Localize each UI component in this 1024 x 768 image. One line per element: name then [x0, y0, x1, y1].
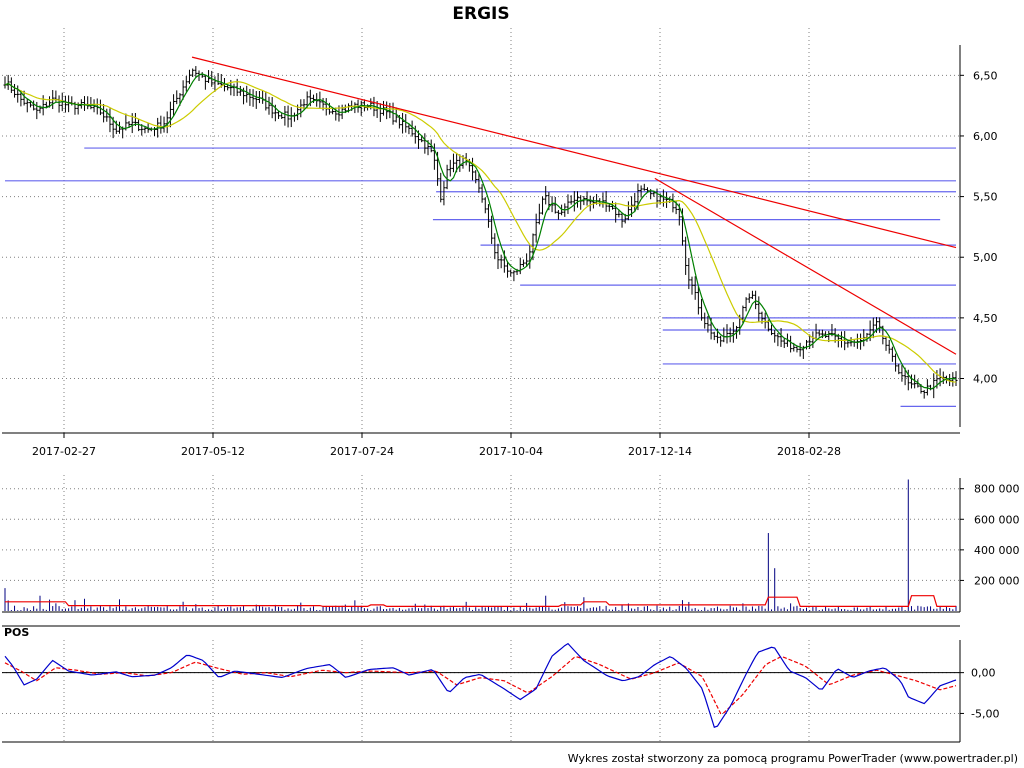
price-x-tick-label: 2017-02-27 [32, 445, 96, 458]
price-x-tick-label: 2017-12-14 [628, 445, 692, 458]
trend-line [191, 56, 957, 249]
price-x-tick-label: 2017-07-24 [330, 445, 394, 458]
price-x-tick-label: 2017-05-12 [181, 445, 245, 458]
price-x-tick-label: 2018-02-28 [777, 445, 841, 458]
pos-y-tick-label: -5,00 [971, 707, 999, 720]
volume-ma-line [5, 595, 956, 607]
pos-panel: POS 0,00 -5,00 [2, 625, 999, 743]
volume-y-tick-label: 800 000 [974, 483, 1020, 496]
price-y-tick-label: 6,50 [973, 69, 998, 82]
ma-fast-line [4, 73, 957, 390]
support-levels [5, 147, 956, 407]
pos-main-line [4, 642, 957, 728]
ohlc-bars [3, 66, 958, 399]
volume-y-tick-label: 600 000 [974, 513, 1020, 526]
pos-y-ticks: 0,00 -5,00 [960, 667, 999, 720]
price-y-tick-label: 4,00 [973, 372, 998, 385]
volume-bars [4, 479, 957, 611]
price-x-ticks: 2017-02-27 2017-05-12 2017-07-24 2017-10-04… [32, 433, 841, 458]
price-y-tick-label: 5,50 [973, 191, 998, 204]
price-y-tick-label: 5,00 [973, 251, 998, 264]
pos-signal-line [4, 655, 957, 715]
pos-y-tick-label: 0,00 [971, 667, 996, 680]
volume-y-tick-label: 400 000 [974, 544, 1020, 557]
trend-line [654, 177, 957, 355]
volume-y-tick-label: 200 000 [974, 574, 1020, 587]
footer-credit: Wykres został stworzony za pomocą progra… [568, 752, 1018, 765]
price-y-ticks: 6,50 6,00 5,50 5,00 4,50 4,00 [960, 69, 998, 385]
price-panel: 6,506,005,505,004,504,00 2017-02-27 2017-… [2, 28, 998, 458]
chart-title: ERGIS [452, 4, 509, 24]
price-y-tick-label: 4,50 [973, 312, 998, 325]
volume-y-ticks: 800 000 600 000 400 000 200 000 [960, 483, 1020, 587]
pos-grid [2, 640, 960, 742]
trend-lines [191, 56, 957, 355]
volume-panel: 800 000 600 000 400 000 200 000 [2, 475, 1020, 613]
volume-grid [2, 475, 960, 612]
price-x-tick-label: 2017-10-04 [479, 445, 543, 458]
price-y-tick-label: 6,00 [973, 130, 998, 143]
price-grid [2, 28, 960, 433]
pos-label: POS [4, 626, 29, 639]
